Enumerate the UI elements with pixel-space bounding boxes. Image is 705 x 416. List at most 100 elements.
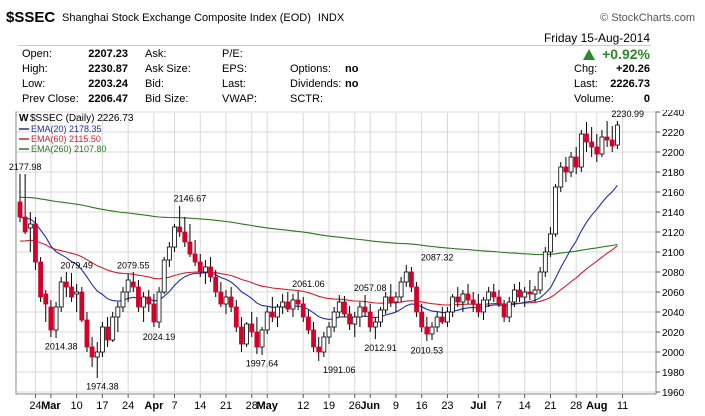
candle-body <box>269 311 275 318</box>
candle <box>604 121 610 147</box>
candle <box>269 297 275 322</box>
candle <box>311 322 316 352</box>
candle <box>136 280 141 312</box>
candle-body <box>615 124 620 146</box>
candle-body <box>403 271 409 283</box>
candle <box>372 317 378 339</box>
y-tick-label: 2020 <box>662 328 685 339</box>
candle <box>527 280 533 300</box>
candle-body <box>465 293 471 301</box>
price-annotation: 2079.55 <box>117 260 150 270</box>
candle-body <box>146 296 152 305</box>
candle-body <box>357 306 363 318</box>
candle <box>244 322 250 347</box>
candle-body <box>383 296 389 311</box>
candle <box>27 212 33 252</box>
candle-body <box>578 133 584 168</box>
ema-line <box>19 196 618 256</box>
x-tick-label: May <box>256 400 278 412</box>
quote-value: 2203.24 <box>88 78 128 90</box>
candlesticks <box>17 121 620 378</box>
chart-title: $SSEC (Daily) 2226.73 <box>30 113 134 124</box>
y-tick-label: 2220 <box>662 128 685 139</box>
candle <box>316 337 322 361</box>
price-annotation: 2087.32 <box>421 253 454 263</box>
candle <box>53 302 59 338</box>
candle-body <box>33 223 38 263</box>
up-arrow-icon <box>583 49 595 60</box>
x-tick-label: Mar <box>41 400 61 412</box>
quote-label: SCTR: <box>290 93 323 105</box>
candle-body <box>553 186 558 235</box>
price-annotation: 1974.38 <box>86 382 119 392</box>
candle <box>589 127 595 157</box>
candle <box>63 272 69 297</box>
x-tick-label: Apr <box>144 400 164 412</box>
candle-body <box>264 311 270 331</box>
price-annotation: 2079.49 <box>60 261 93 271</box>
quote-label: High: <box>22 63 48 75</box>
x-tick-label: 24 <box>29 400 41 412</box>
candle-body <box>584 133 589 143</box>
candle <box>460 290 466 312</box>
candle <box>383 292 389 314</box>
candle-body <box>63 281 69 288</box>
candle-body <box>604 136 610 141</box>
candle-body <box>43 293 49 305</box>
stockcharts-logo-link[interactable]: © StockCharts.com <box>600 12 695 24</box>
candle <box>563 157 569 182</box>
quote-label: Volume: <box>574 93 614 105</box>
candle <box>125 274 131 302</box>
y-tick-label: 2160 <box>662 188 685 199</box>
candle <box>74 284 80 312</box>
price-annotation: 2012.91 <box>364 343 397 353</box>
x-tick-label: 28 <box>570 400 582 412</box>
candle-body <box>321 336 327 353</box>
candle-body <box>522 291 528 298</box>
quote-label: Last: <box>574 78 598 90</box>
price-annotation: 2057.08 <box>354 283 387 293</box>
candle <box>156 287 162 328</box>
candle-body <box>239 326 244 345</box>
candle-body <box>609 139 615 147</box>
candle-body <box>223 296 229 305</box>
quote-value: 2226.73 <box>610 78 650 90</box>
quote-label: VWAP: <box>222 93 258 105</box>
candle <box>486 287 492 307</box>
candle-body <box>275 306 280 318</box>
candle-body <box>208 266 213 278</box>
quote-label: Bid: <box>145 78 164 90</box>
y-tick-label: 2040 <box>662 308 685 319</box>
candle-body <box>450 296 456 313</box>
candle <box>84 312 90 352</box>
candle <box>347 306 353 330</box>
candle-body <box>455 296 461 303</box>
candle <box>367 304 373 332</box>
candle <box>69 273 74 302</box>
candle-body <box>244 323 250 345</box>
candle <box>388 284 394 307</box>
y-tick-label: 2240 <box>662 110 685 119</box>
x-tick-label: 21 <box>544 400 556 412</box>
candle-body <box>58 281 64 308</box>
quote-value: 2207.23 <box>88 48 128 60</box>
candle-body <box>599 136 605 155</box>
candle <box>362 295 368 317</box>
candle <box>285 292 291 312</box>
candle-body <box>342 301 347 315</box>
index-full-name: Shanghai Stock Exchange Composite Index … <box>62 12 311 24</box>
candle <box>475 294 481 317</box>
candle <box>38 257 43 302</box>
candle-body <box>336 301 342 313</box>
candle-body <box>558 166 564 188</box>
candle <box>336 295 342 317</box>
candle-body <box>532 289 538 295</box>
candle-body <box>285 301 291 310</box>
legend-marker: W <box>19 113 29 124</box>
x-tick-label: 7 <box>171 400 177 412</box>
candle <box>141 292 147 322</box>
x-tick-label: Aug <box>586 400 607 412</box>
quote-value: 2230.87 <box>88 63 128 75</box>
y-tick-label: 2000 <box>662 348 685 359</box>
candle <box>192 240 198 266</box>
